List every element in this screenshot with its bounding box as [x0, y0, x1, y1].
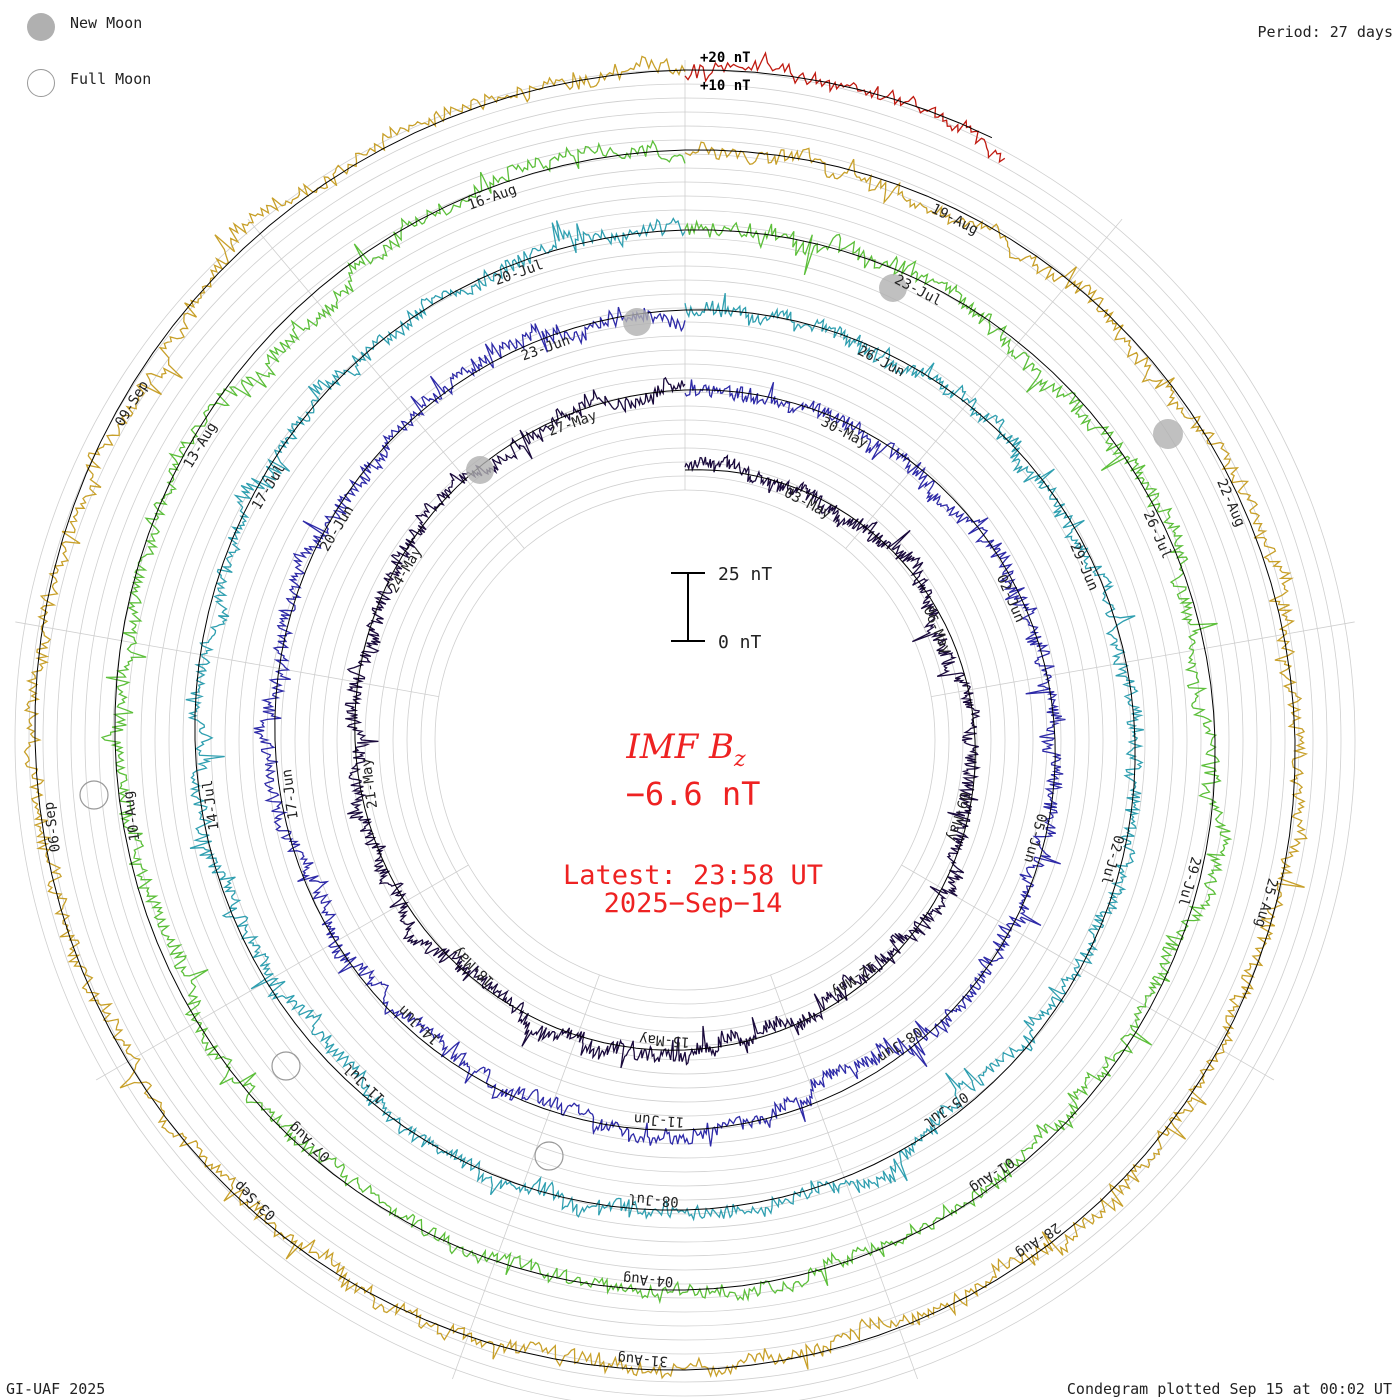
period-label: Period: 27 days [1257, 23, 1393, 41]
date-label: 19-Aug [929, 201, 981, 238]
date-label: 14-Jun [395, 1002, 443, 1048]
new-moon-marker [466, 456, 494, 484]
scale-label-plus20: +20 nT [700, 50, 751, 66]
grid-spoke [95, 864, 469, 1081]
full-moon-label: Full Moon [70, 70, 152, 88]
center-title-main: IMF B [625, 727, 734, 767]
zero-reference-6 [684, 69, 993, 139]
date-label: 22-Aug [1213, 477, 1248, 530]
new-moon-swatch [27, 13, 55, 41]
zero-reference-3 [194, 229, 1136, 1211]
series-trace-5 [23, 55, 1309, 1380]
date-label: 21-May [358, 757, 381, 809]
date-label: 07-Aug [286, 1119, 334, 1165]
series-trace-6 [684, 51, 1006, 164]
grid-spoke [901, 864, 1275, 1081]
date-label: 08-Jul [628, 1190, 680, 1209]
series-trace-1 [344, 376, 981, 1069]
zero-reference-5 [34, 69, 1296, 1371]
center-latest-date: 2025−Sep−14 [604, 888, 783, 919]
scale-bar-bottom-label: 0 nT [718, 632, 762, 653]
date-label: 05-Jul [921, 1088, 972, 1130]
full-moon-marker [271, 1051, 301, 1081]
footer-right: Condegram plotted Sep 15 at 00:02 UT [1066, 1380, 1392, 1398]
scale-bar-top-label: 25 nT [718, 564, 772, 585]
data-series [23, 51, 1309, 1380]
date-label: 15-May [639, 1030, 691, 1049]
center-title: IMF Bz [625, 727, 746, 772]
date-label: 11-Jun [633, 1110, 685, 1129]
date-label: 14-Jul [200, 779, 223, 831]
grid-spoke [931, 621, 1355, 697]
zero-reference-2 [274, 309, 1056, 1131]
date-label: 03-Sep [231, 1177, 279, 1223]
grid-spoke [452, 974, 600, 1380]
full-moon-marker [534, 1141, 564, 1171]
moon-markers [79, 274, 1183, 1171]
zero-reference-4 [114, 149, 1216, 1291]
date-label: 31-Aug [617, 1350, 669, 1369]
center-latest-time: Latest: 23:58 UT [563, 860, 823, 891]
zero-reference-circles [34, 69, 1296, 1371]
series-trace-2 [253, 306, 1066, 1147]
center-value: −6.6 nT [626, 775, 761, 813]
date-label: 17-Jun [279, 768, 302, 820]
grid-spokes [15, 60, 1355, 1380]
date-label: 04-Aug [622, 1270, 674, 1289]
new-moon-marker [623, 308, 651, 336]
new-moon-marker [879, 274, 907, 302]
scale-label-plus10: +10 nT [700, 78, 751, 94]
grid-spoke [247, 218, 525, 549]
date-label: 06-Sep [41, 801, 64, 853]
scale-bar: 25 nT 0 nT [671, 564, 772, 653]
date-label: 12-May [828, 958, 879, 1000]
date-label: 09-Sep [112, 378, 152, 430]
center-readout: IMF Bz −6.6 nT Latest: 23:58 UT 2025−Sep… [563, 727, 823, 919]
new-moon-marker [1153, 419, 1183, 449]
date-label: 10-Aug [121, 790, 144, 842]
date-label: 02-Jun [993, 572, 1028, 625]
date-label: 27-May [546, 408, 599, 440]
series-trace-3 [185, 217, 1144, 1222]
grid-spoke [845, 218, 1123, 549]
full-moon-marker [79, 780, 109, 810]
footer-left: GI-UAF 2025 [6, 1380, 106, 1398]
zero-reference-1 [354, 389, 976, 1051]
grid-spoke [15, 621, 439, 697]
new-moon-label: New Moon [70, 14, 143, 32]
full-moon-swatch [27, 69, 55, 97]
date-label: 18-May [450, 943, 498, 989]
center-title-sub: z [733, 747, 746, 772]
